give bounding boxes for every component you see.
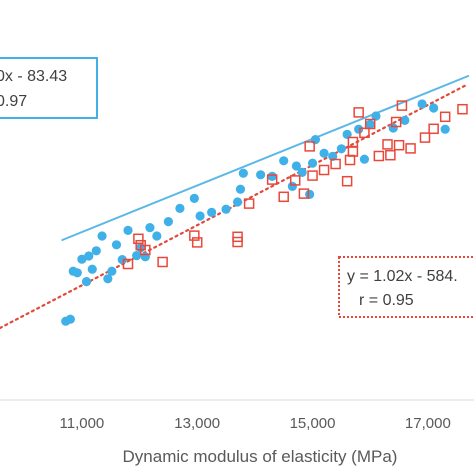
series-2-point-22 xyxy=(347,136,359,148)
series-2-point-15 xyxy=(304,141,315,152)
series-1-point-31 xyxy=(267,171,277,181)
x-tick-labels: 11,000 13,000 15,000 17,000 xyxy=(60,415,451,432)
series-1-point-37 xyxy=(307,158,318,168)
trendline-series-1 xyxy=(61,75,470,241)
series-1-point-39 xyxy=(319,148,329,158)
series-2-point-4 xyxy=(122,258,134,270)
series-1-point-48 xyxy=(400,115,410,125)
series-1-point-2 xyxy=(65,314,75,324)
x-tick-label-15,000: 15,000 xyxy=(290,415,336,432)
series-1-point-41 xyxy=(336,144,346,154)
series-1-point-10 xyxy=(97,231,107,241)
series-1-point-36 xyxy=(305,189,315,199)
series-2-point-11 xyxy=(266,174,278,185)
series-2-point-5 xyxy=(157,256,168,268)
series-2-point-26 xyxy=(373,150,385,162)
annotation-right: y = 1.02x - 584. r = 0.95 xyxy=(338,256,474,318)
series-1-point-51 xyxy=(440,124,450,134)
series-2-point-23 xyxy=(353,107,364,118)
annotation-left-line-1: 0x - 83.43 xyxy=(0,68,67,85)
series-1-point-40 xyxy=(328,151,338,161)
series-1-point-15 xyxy=(123,225,133,235)
x-tick-label-13,000: 13,000 xyxy=(174,415,220,432)
series-1-point-4 xyxy=(72,268,82,278)
x-tick-label-17,000: 17,000 xyxy=(405,415,451,432)
series-2-point-32 xyxy=(405,143,416,154)
series-2-point-35 xyxy=(439,111,451,123)
series-1-point-13 xyxy=(111,240,122,250)
series-2-point-13 xyxy=(289,175,301,186)
series-1-point-9 xyxy=(91,246,101,256)
series-2-point-33 xyxy=(419,132,431,143)
series-2-point-34 xyxy=(428,123,439,135)
series-1-point-25 xyxy=(207,207,217,217)
series-1-point-32 xyxy=(279,156,289,166)
series-1-point-30 xyxy=(256,170,266,180)
series-1-point-23 xyxy=(189,193,199,203)
series-1-point-11 xyxy=(103,274,113,284)
annotation-left-line-2: 0.97 xyxy=(0,93,27,110)
series-1-point-21 xyxy=(163,217,173,227)
data-points xyxy=(61,99,468,326)
series-2-point-30 xyxy=(393,139,405,151)
series-2-point-28 xyxy=(385,149,396,161)
series-1-point-5 xyxy=(77,254,87,264)
series-2-point-9 xyxy=(232,236,243,248)
series-1-point-38 xyxy=(310,135,321,145)
series-2-point-29 xyxy=(390,116,402,128)
series-1-point-20 xyxy=(152,231,162,241)
series-1-point-6 xyxy=(81,277,92,287)
series-1-point-27 xyxy=(232,197,243,207)
series-1-point-42 xyxy=(342,129,352,139)
series-2-point-10 xyxy=(243,198,255,209)
annotation-right-line-1: y = 1.02x - 584. xyxy=(347,268,458,285)
series-2-point-12 xyxy=(278,191,289,203)
series-1-point-14 xyxy=(117,255,127,265)
series-1-point-12 xyxy=(107,266,117,276)
series-1-point-35 xyxy=(297,167,307,177)
series-1-point-8 xyxy=(87,264,97,274)
series-1-point-43 xyxy=(354,124,364,134)
series-1-point-16 xyxy=(132,251,142,261)
series-2-point-36 xyxy=(457,103,468,115)
series-1-point-18 xyxy=(140,252,150,262)
series-2-point-6 xyxy=(189,230,200,241)
series-2-point-17 xyxy=(318,164,330,176)
series-1-point-7 xyxy=(84,251,94,261)
series-2-point-7 xyxy=(191,237,203,248)
series-2-point-3 xyxy=(140,244,151,256)
series-1-point-29 xyxy=(238,168,248,178)
series-1-point-50 xyxy=(429,103,439,113)
x-tick-label-11,000: 11,000 xyxy=(60,415,105,432)
series-1-point-33 xyxy=(287,181,297,191)
series-2-point-19 xyxy=(341,175,353,187)
annotation-left: 0x - 83.43 0.97 xyxy=(0,57,98,119)
annotation-left-box xyxy=(0,57,98,119)
series-2-point-24 xyxy=(359,127,370,139)
series-1-point-24 xyxy=(195,211,205,221)
series-2-point-14 xyxy=(307,170,318,181)
series-2-point-31 xyxy=(396,100,408,111)
x-axis-title: Dynamic modulus of elasticity (MPa) xyxy=(123,447,398,466)
series-2-point-16 xyxy=(298,188,310,199)
series-1-point-45 xyxy=(365,119,375,129)
series-2-point-25 xyxy=(364,118,376,130)
series-2-point-18 xyxy=(330,158,341,170)
series-1-point-44 xyxy=(359,154,370,164)
series-1-point-26 xyxy=(221,204,231,214)
series-1-point-46 xyxy=(371,111,381,121)
series-1-point-19 xyxy=(145,223,155,233)
annotation-right-box xyxy=(338,256,474,318)
series-1-point-47 xyxy=(388,123,398,133)
series-2-point-27 xyxy=(382,139,393,150)
series-2-point-1 xyxy=(133,233,144,245)
series-1-point-49 xyxy=(417,99,427,109)
series-1-point-34 xyxy=(291,161,301,171)
series-1-point-22 xyxy=(175,203,185,213)
series-1-point-28 xyxy=(235,184,246,194)
annotation-right-line-2: r = 0.95 xyxy=(359,292,414,309)
